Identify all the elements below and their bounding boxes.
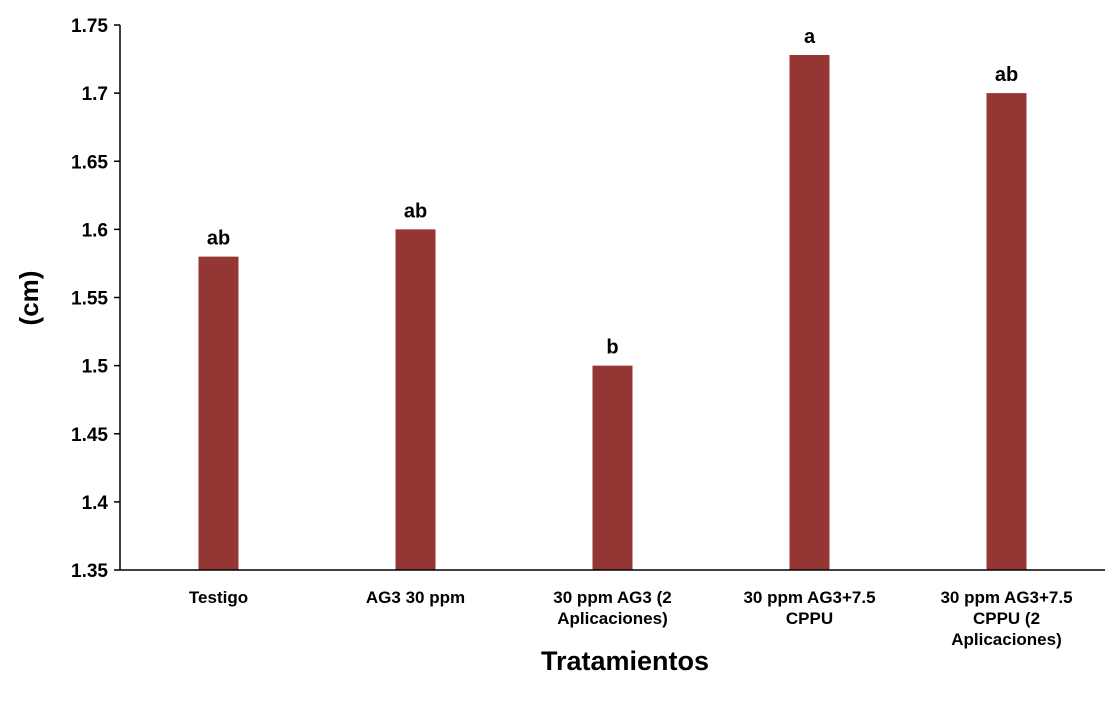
y-axis-ticks: 1.35 1.4 1.45 1.5 1.55 1.6 1.65 1.7 1.75	[71, 16, 120, 582]
bar-significance-label: b	[606, 337, 618, 359]
bars	[198, 54, 1027, 571]
x-axis-category-labels: Testigo AG3 30 ppm 30 ppm AG3 (2 Aplicacion…	[189, 588, 1073, 649]
y-tick-label: 1.65	[71, 152, 108, 173]
x-category-label: AG3 30 ppm	[366, 588, 465, 607]
y-tick-label: 1.6	[82, 220, 108, 241]
bar-significance-label: a	[804, 26, 816, 48]
x-category-label-line: Testigo	[189, 588, 248, 607]
x-category-label-line: Aplicaciones)	[557, 609, 668, 628]
x-category-label-line: Aplicaciones)	[951, 630, 1062, 649]
x-category-label: 30 ppm AG3+7.5 CPPU (2 Aplicaciones)	[940, 588, 1072, 649]
bar-significance-label: ab	[207, 228, 230, 250]
bar-significance-label: ab	[404, 200, 427, 222]
bar	[592, 365, 633, 570]
y-tick-label: 1.75	[71, 16, 108, 37]
y-axis-title: (cm)	[14, 271, 44, 326]
bar	[789, 54, 830, 571]
x-category-label-line: 30 ppm AG3+7.5	[940, 588, 1072, 607]
x-category-label-line: AG3 30 ppm	[366, 588, 465, 607]
x-category-label: Testigo	[189, 588, 248, 607]
bar	[198, 256, 239, 570]
x-category-label-line: 30 ppm AG3+7.5	[743, 588, 875, 607]
y-tick-label: 1.5	[82, 357, 109, 378]
y-tick-label: 1.55	[71, 289, 108, 310]
x-category-label: 30 ppm AG3 (2 Aplicaciones)	[553, 588, 671, 628]
x-category-label-line: CPPU (2	[973, 609, 1040, 628]
x-category-label-line: CPPU	[786, 609, 833, 628]
x-axis-title: Tratamientos	[541, 646, 709, 676]
y-tick-label: 1.45	[71, 425, 108, 446]
bar	[986, 93, 1027, 570]
bar-significance-label: ab	[995, 64, 1018, 86]
y-tick-label: 1.7	[82, 84, 108, 105]
y-tick-label: 1.35	[71, 561, 108, 582]
y-tick-label: 1.4	[82, 493, 109, 514]
x-category-label: 30 ppm AG3+7.5 CPPU	[743, 588, 875, 628]
bar	[395, 229, 436, 570]
x-category-label-line: 30 ppm AG3 (2	[553, 588, 671, 607]
bar-annotations: ab ab b a ab	[207, 26, 1018, 359]
